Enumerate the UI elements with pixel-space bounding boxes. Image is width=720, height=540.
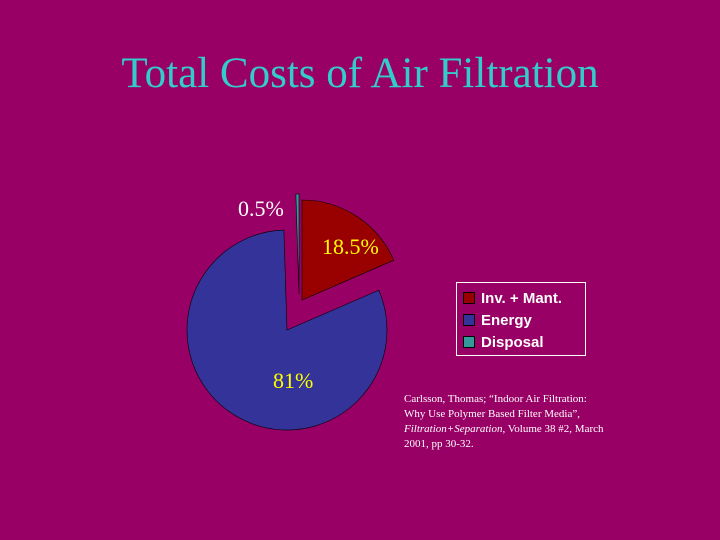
legend-swatch-disposal: [463, 336, 475, 348]
pie-slice-inv-mant: [301, 199, 395, 301]
slide-title: Total Costs of Air Filtration: [121, 50, 599, 97]
legend-swatch-energy: [463, 314, 475, 326]
citation-details: , Volume 38 #2, March 2001, pp 30-32.: [404, 423, 604, 450]
data-label-disposal: 0.5%: [238, 196, 284, 221]
legend-label-disposal: Disposal: [481, 333, 544, 351]
pie-slice-energy: [186, 229, 388, 431]
citation: Carlsson, Thomas; “Indoor Air Filtration…: [404, 392, 604, 452]
pie-slice-disposal: [295, 193, 300, 295]
legend-item-disposal: Disposal: [463, 331, 585, 353]
legend-label-energy: Energy: [481, 311, 532, 329]
citation-text: Carlsson, Thomas; “Indoor Air Filtration…: [404, 393, 587, 420]
citation-journal: Filtration+Separation: [404, 423, 503, 435]
legend-item-inv-mant: Inv. + Mant.: [463, 287, 585, 309]
legend-item-energy: Energy: [463, 309, 585, 331]
chart-legend: Inv. + Mant. Energy Disposal: [456, 282, 586, 356]
legend-swatch-inv-mant: [463, 292, 475, 304]
data-label-energy: 81%: [273, 368, 314, 393]
data-label-inv-mant: 18.5%: [322, 234, 379, 259]
legend-label-inv-mant: Inv. + Mant.: [481, 289, 562, 307]
